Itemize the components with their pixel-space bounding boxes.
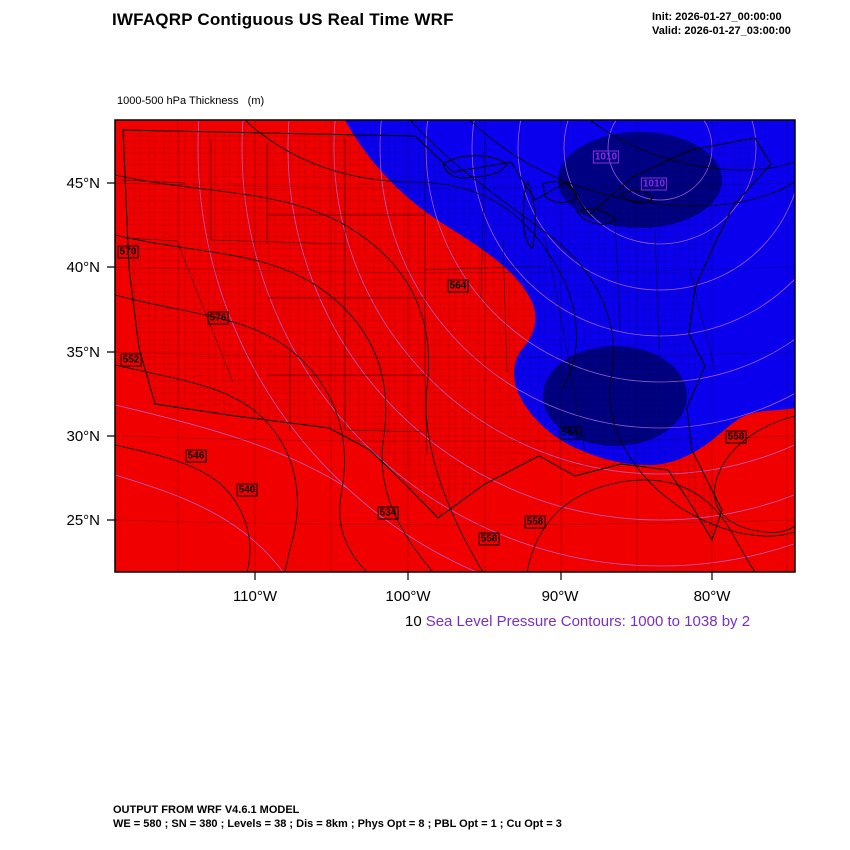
slp-contour-label: 1010: [592, 150, 620, 164]
plot-frame: [114, 119, 796, 573]
lon-label-100w: 100°W: [385, 588, 431, 605]
lon-label-110w: 110°W: [232, 588, 278, 605]
thickness-contour-label: 534: [377, 506, 399, 520]
init-time: Init: 2026-01-27_00:00:00: [652, 11, 782, 23]
lat-label-35n: 35°N: [66, 344, 100, 361]
model-version-line: OUTPUT FROM WRF V4.6.1 MODEL: [113, 804, 300, 816]
lat-label-30n: 30°N: [66, 428, 100, 445]
caption-text: Sea Level Pressure Contours: 1000 to 103…: [425, 613, 751, 630]
thickness-contour-label: 570: [117, 245, 139, 259]
thickness-contour-label: 558: [524, 515, 546, 529]
state-borders: [120, 138, 716, 456]
valid-time: Valid: 2026-01-27_03:00:00: [652, 25, 791, 37]
lat-label-45n: 45°N: [66, 175, 100, 192]
county-texture: [123, 130, 771, 540]
us-coast-border: [122, 129, 772, 542]
legend-line-thickness-fill: 1000-500 hPa Thickness (m): [117, 95, 265, 107]
caption-prefix: 10: [405, 613, 422, 630]
lon-label-80w: 80°W: [693, 588, 731, 605]
lat-label-25n: 25°N: [66, 512, 100, 529]
slp-contour-label: 1010: [640, 177, 668, 191]
thickness-contour-label: 576: [207, 311, 229, 325]
thickness-contour-label: 552: [120, 353, 142, 367]
axis-ticks: [107, 182, 713, 580]
model-info-footer: OUTPUT FROM WRF V4.6.1 MODEL WE = 580 ; …: [113, 803, 562, 831]
thickness-contour-label: 558: [725, 430, 747, 444]
thickness-contour-label: 546: [185, 449, 207, 463]
map-area: 570 576 552 546 540 534 558 558 558 564 …: [107, 119, 796, 580]
model-config-line: WE = 580 ; SN = 380 ; Levels = 38 ; Dis …: [113, 818, 562, 830]
thickness-contour-label: 558: [478, 532, 500, 546]
thickness-contour-label: 564: [447, 279, 469, 293]
lat-label-40n: 40°N: [66, 259, 100, 276]
thickness-contour-label: 564: [559, 426, 581, 440]
lon-label-90w: 90°W: [541, 588, 579, 605]
slp-contour-caption: 10 Sea Level Pressure Contours: 1000 to 1…: [405, 613, 750, 630]
map-field-layers: [115, 120, 795, 572]
thickness-contour-label: 540: [236, 483, 258, 497]
weather-map-svg: [107, 119, 796, 580]
init-valid-block: Init: 2026-01-27_00:00:00 Valid: 2026-01…: [652, 10, 791, 38]
plot-title: IWFAQRP Contiguous US Real Time WRF: [112, 10, 454, 29]
great-lakes: [442, 155, 654, 249]
